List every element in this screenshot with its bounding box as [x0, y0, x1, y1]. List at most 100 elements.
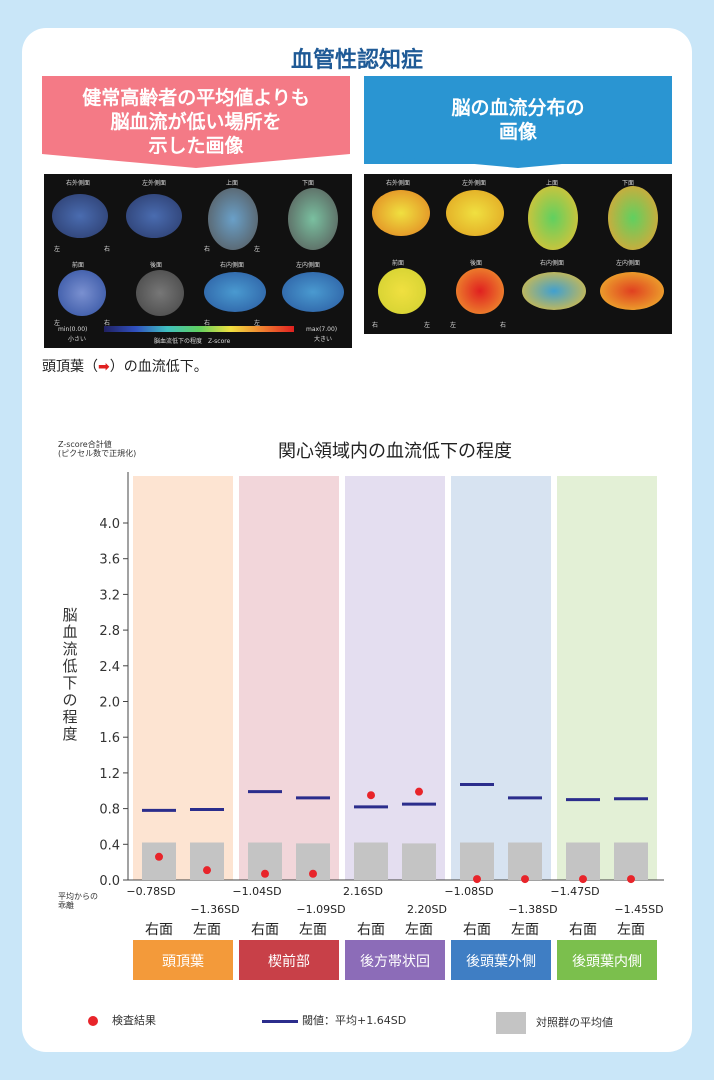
- y-axis-label-char: 度: [62, 725, 77, 743]
- sd-value-label: −1.09SD: [296, 903, 345, 916]
- y-axis-label-char: 血: [62, 623, 77, 641]
- region-label: 楔前部: [268, 953, 310, 970]
- control-bar: [142, 842, 176, 880]
- side-label: 右: [204, 246, 211, 253]
- control-bar: [354, 842, 388, 880]
- y-tick-label: 0.4: [99, 838, 120, 853]
- sd-value-label: −1.04SD: [232, 885, 281, 898]
- legend-label: 閾値：平均+1.64SD: [302, 1014, 407, 1027]
- brain-view: [378, 268, 426, 314]
- right-banner-line-2: 画像: [498, 121, 537, 143]
- region-background: [345, 476, 445, 880]
- result-dot: [627, 875, 635, 884]
- right-banner-arrow: [364, 154, 672, 168]
- brain-view: [456, 268, 504, 314]
- y-axis-label-char: 下: [62, 674, 77, 692]
- region-label: 後頭葉内側: [572, 954, 642, 970]
- blood-flow-brain-image: 右外側面 左外側面 上面 下面 前面 後面 右内側面 左内側面 右 左 左 右: [364, 174, 672, 334]
- category-label: 右面: [463, 922, 491, 938]
- result-dot: [473, 875, 481, 884]
- legend-item-control: 対照群の平均値: [496, 1012, 613, 1034]
- side-label: 右: [204, 320, 211, 327]
- view-label: 左外側面: [462, 180, 487, 187]
- side-label: 左: [424, 322, 431, 329]
- brain-view: [528, 186, 578, 250]
- control-bar-icon: [496, 1012, 526, 1034]
- y-tick-label: 0.8: [99, 803, 120, 818]
- control-bar: [402, 843, 436, 880]
- category-label: 右面: [569, 922, 597, 938]
- region-background: [451, 476, 551, 880]
- red-dot-icon: [88, 1016, 98, 1026]
- caption-text-after: ）の血流低下。: [109, 359, 208, 375]
- view-label: 上面: [226, 180, 239, 187]
- brain-view: [136, 270, 184, 316]
- category-label: 右面: [145, 922, 173, 938]
- side-label: 左: [450, 322, 457, 329]
- z-score-colorbar: [104, 326, 294, 332]
- sd-value-label: −1.08SD: [444, 885, 493, 898]
- view-label: 下面: [622, 180, 635, 187]
- side-label: 左: [254, 246, 261, 253]
- left-banner-arrow: [42, 154, 350, 168]
- scale-min-sub: 小さい: [68, 336, 87, 343]
- view-label: 上面: [546, 180, 559, 187]
- left-banner-line-1: 健常高齢者の平均値よりも: [82, 87, 310, 109]
- control-bar: [460, 842, 494, 880]
- result-dot: [309, 869, 317, 878]
- legend-item-threshold: 閾値：平均+1.64SD: [262, 1012, 406, 1028]
- brain-view: [52, 194, 108, 238]
- y-axis-label-char: 脳: [62, 606, 77, 624]
- brain-view: [608, 186, 658, 250]
- category-label: 左面: [511, 922, 539, 938]
- y-axis-top-label-line-2: (ピクセル数で正規化): [58, 449, 137, 458]
- brain-view: [372, 190, 430, 236]
- brain-view: [522, 272, 586, 310]
- y-tick-label: 4.0: [99, 517, 120, 532]
- brain-view: [208, 188, 258, 250]
- left-banner: 健常高齢者の平均値よりも 脳血流が低い場所を 示した画像: [42, 76, 350, 157]
- view-label: 右内側面: [540, 260, 565, 267]
- y-tick-label: 1.6: [99, 731, 120, 746]
- view-label: 下面: [302, 180, 315, 187]
- sd-row-label: 平均からの 乖離: [58, 892, 98, 910]
- sd-value-label: −1.38SD: [508, 903, 557, 916]
- y-axis-label-char: 流: [62, 640, 77, 658]
- brain-view: [446, 190, 504, 236]
- region-label-box: [239, 940, 339, 980]
- region-background: [239, 476, 339, 880]
- legend-item-dots: 検査結果: [88, 1012, 156, 1028]
- side-label: 右: [104, 320, 111, 327]
- y-axis-label-char: 程: [62, 708, 77, 726]
- side-label: 左: [254, 320, 261, 327]
- left-banner-line-2: 脳血流が低い場所を: [110, 111, 282, 133]
- result-dot: [415, 787, 423, 796]
- side-label: 右: [372, 322, 379, 329]
- y-tick-label: 3.6: [99, 553, 120, 568]
- y-axis-label-char: の: [62, 691, 77, 709]
- result-dot: [521, 875, 529, 884]
- result-dot: [579, 875, 587, 884]
- red-arrow-icon: ➡: [98, 359, 110, 375]
- brain-view: [58, 270, 106, 316]
- result-dot: [367, 791, 375, 800]
- legend-label: 検査結果: [112, 1014, 156, 1027]
- sd-value-label: −1.45SD: [614, 903, 663, 916]
- image-caption: 頭頂葉（➡）の血流低下。: [42, 356, 208, 376]
- category-label: 左面: [299, 922, 327, 938]
- sd-row-label-line-1: 平均からの: [58, 892, 98, 901]
- side-label: 左: [54, 246, 61, 253]
- brain-view: [126, 194, 182, 238]
- sd-value-label: −0.78SD: [126, 885, 175, 898]
- scale-caption: 脳血流低下の程度 Z-score: [154, 338, 231, 345]
- brain-view: [204, 272, 266, 312]
- view-label: 後面: [470, 260, 483, 267]
- z-score-brain-image: 右外側面 左外側面 上面 下面 前面 後面 右内側面 左内側面 左 右 右 左 …: [44, 174, 352, 348]
- region-label-box: [557, 940, 657, 980]
- region-label-box: [133, 940, 233, 980]
- control-bar: [508, 842, 542, 880]
- sd-value-label: 2.20SD: [407, 903, 447, 916]
- y-tick-label: 0.0: [99, 874, 120, 889]
- result-dot: [203, 866, 211, 875]
